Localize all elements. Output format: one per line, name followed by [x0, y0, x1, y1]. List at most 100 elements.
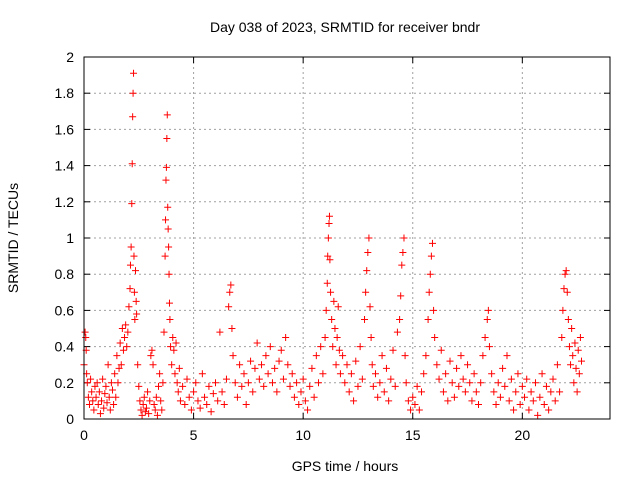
- data-point: [129, 113, 137, 121]
- data-point: [104, 361, 112, 369]
- data-point: [326, 256, 334, 264]
- data-point: [96, 410, 104, 418]
- data-point: [127, 243, 135, 251]
- data-point: [525, 406, 533, 414]
- data-point: [90, 406, 98, 414]
- data-point: [249, 388, 257, 396]
- data-point: [92, 393, 100, 401]
- data-point: [163, 134, 171, 142]
- plot-frame: [83, 56, 611, 420]
- data-point: [490, 388, 498, 396]
- data-point: [107, 379, 115, 387]
- data-point: [448, 379, 456, 387]
- data-point: [165, 243, 173, 251]
- data-point: [564, 315, 572, 323]
- data-point: [159, 379, 167, 387]
- data-point: [358, 375, 366, 383]
- data-point: [426, 270, 434, 278]
- data-point: [164, 225, 172, 233]
- data-point: [113, 352, 121, 360]
- grid-lines: [84, 57, 610, 419]
- data-point: [545, 406, 553, 414]
- data-point: [273, 388, 281, 396]
- data-point: [286, 382, 294, 390]
- data-point: [380, 388, 388, 396]
- data-point: [169, 334, 177, 342]
- data-point: [156, 370, 164, 378]
- data-point: [139, 401, 147, 409]
- data-point: [393, 328, 401, 336]
- data-point: [99, 375, 107, 383]
- data-point: [396, 315, 404, 323]
- data-point: [332, 361, 340, 369]
- data-point: [115, 364, 123, 372]
- data-point: [389, 346, 397, 354]
- data-point: [378, 352, 386, 360]
- data-point: [102, 382, 110, 390]
- data-point: [87, 375, 95, 383]
- data-point: [444, 397, 452, 405]
- data-point: [162, 176, 170, 184]
- data-point: [324, 252, 332, 260]
- data-point: [576, 334, 584, 342]
- data-point: [129, 89, 137, 97]
- data-point: [152, 393, 160, 401]
- x-tick-label: 10: [295, 427, 311, 443]
- data-point: [321, 334, 329, 342]
- data-point: [505, 397, 513, 405]
- data-point: [146, 397, 154, 405]
- data-point: [437, 346, 445, 354]
- data-point: [484, 306, 492, 314]
- data-point: [253, 339, 261, 347]
- data-point: [568, 325, 576, 332]
- data-point: [196, 404, 204, 412]
- data-point: [507, 375, 515, 383]
- data-point: [174, 388, 182, 396]
- data-point: [435, 375, 443, 383]
- data-point: [157, 397, 165, 405]
- data-point: [229, 352, 237, 360]
- data-point: [578, 357, 586, 365]
- data-point: [399, 248, 407, 256]
- data-point: [561, 270, 569, 278]
- data-point: [457, 352, 465, 360]
- data-point: [336, 370, 344, 378]
- data-point: [148, 346, 156, 354]
- data-point: [106, 406, 114, 414]
- data-point: [481, 334, 489, 342]
- data-point: [461, 388, 469, 396]
- y-tick-label: 1.4: [55, 158, 75, 174]
- data-point: [363, 267, 371, 275]
- data-point: [141, 408, 149, 416]
- data-point: [132, 267, 140, 275]
- data-point: [464, 361, 472, 369]
- data-point: [151, 406, 159, 414]
- data-point: [569, 352, 577, 360]
- data-point: [468, 397, 476, 405]
- data-point: [442, 370, 450, 378]
- data-point: [369, 382, 377, 390]
- data-point: [172, 339, 180, 347]
- data-point: [192, 379, 200, 387]
- data-point: [472, 388, 480, 396]
- data-point: [559, 306, 567, 314]
- data-point: [158, 406, 166, 414]
- data-point: [374, 393, 382, 401]
- data-point: [238, 382, 246, 390]
- data-point: [547, 388, 555, 396]
- data-point: [304, 406, 312, 414]
- data-point: [170, 346, 178, 354]
- y-tick-label: 0: [66, 411, 74, 427]
- data-point: [161, 252, 169, 260]
- data-point: [262, 352, 270, 360]
- data-point: [101, 390, 109, 398]
- data-point: [521, 393, 529, 401]
- data-point: [194, 397, 202, 405]
- data-point: [260, 382, 268, 390]
- data-point: [165, 299, 173, 307]
- data-point: [328, 315, 336, 323]
- data-point: [244, 379, 252, 387]
- data-point: [335, 346, 343, 354]
- data-point: [198, 370, 206, 378]
- data-point: [190, 388, 198, 396]
